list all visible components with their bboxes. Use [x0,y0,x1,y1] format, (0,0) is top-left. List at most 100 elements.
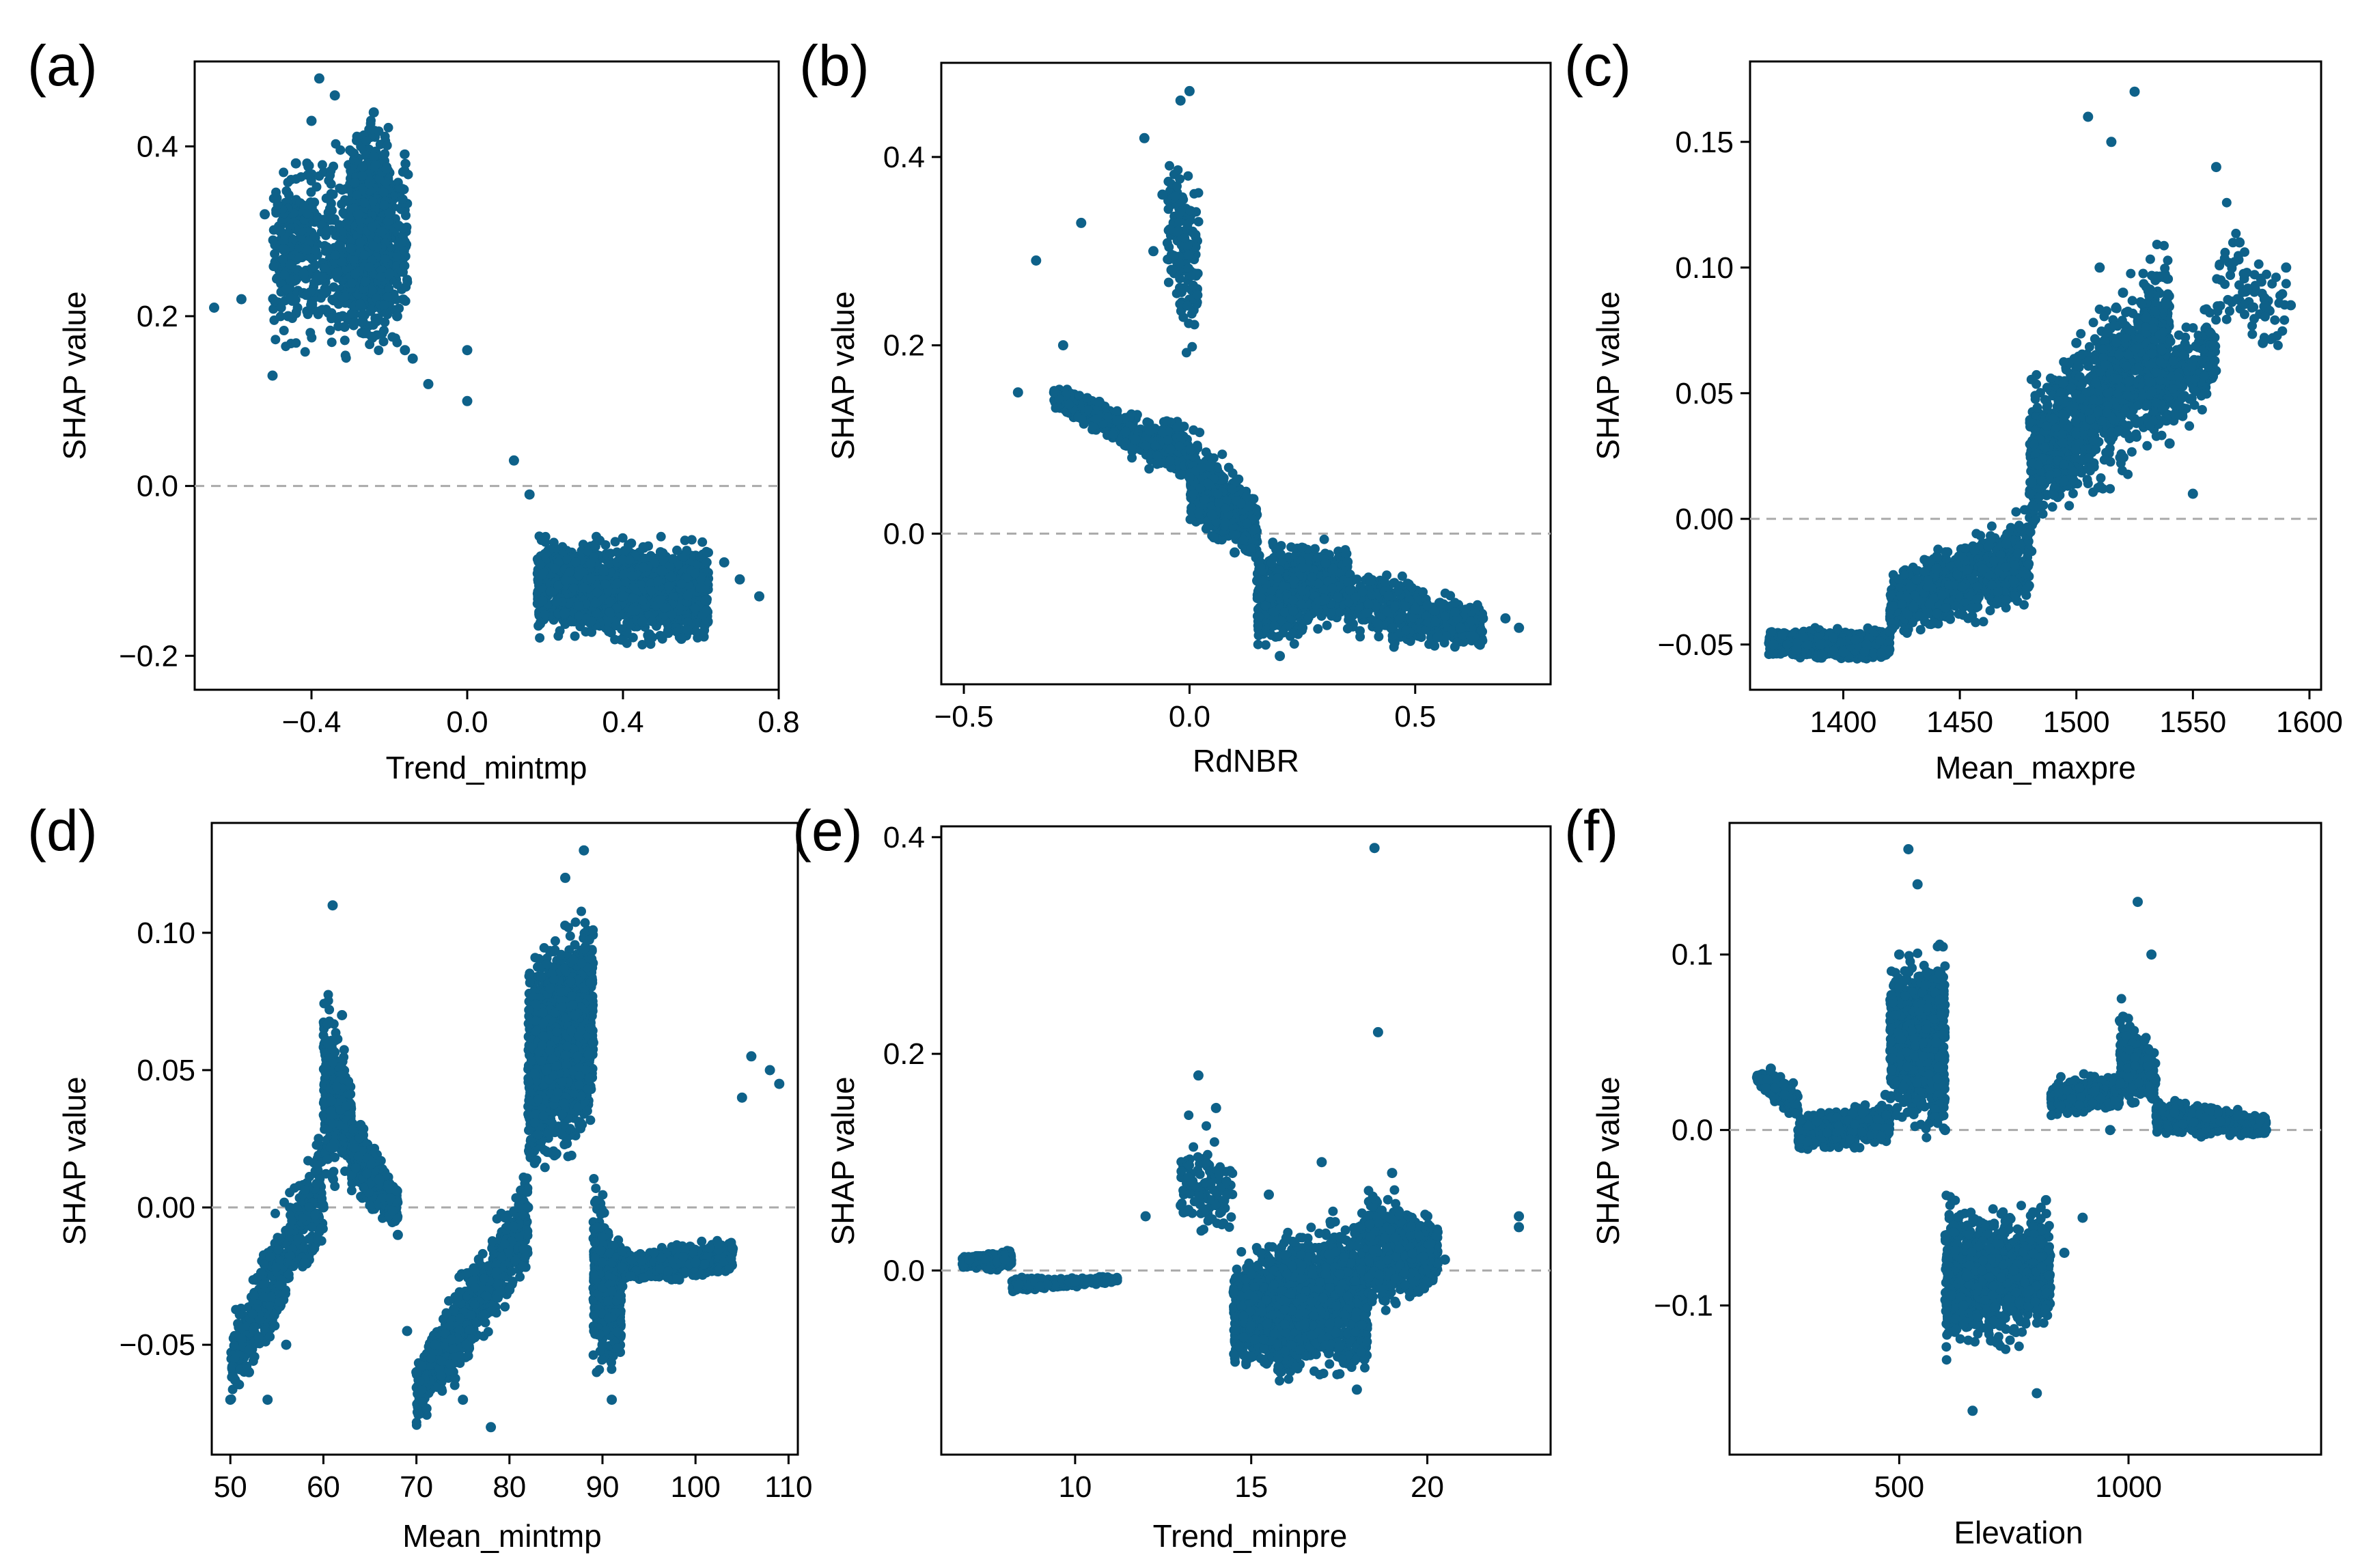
data-point [1169,251,1179,261]
data-point [291,174,301,184]
data-point [407,353,418,364]
data-point [676,579,686,589]
data-point [299,268,309,279]
data-point [384,208,394,219]
data-point [306,115,317,126]
data-point [327,337,337,348]
data-point [618,635,628,645]
data-point [1319,534,1329,544]
data-point [648,632,658,643]
data-point [1174,208,1184,219]
data-point [398,194,408,204]
data-point [570,631,580,641]
data-point [682,624,693,634]
data-point [664,581,674,591]
data-point [656,565,667,576]
data-point [364,262,374,272]
y-tick-label: 0.0 [137,470,178,503]
data-point [302,208,312,219]
data-point [345,243,356,253]
data-point [268,304,279,314]
data-point [1208,533,1219,543]
data-point [379,300,389,310]
data-point [398,167,408,177]
data-point [268,235,278,245]
data-point [352,209,363,220]
data-point [283,178,293,188]
data-point [1193,188,1204,198]
data-point [329,296,339,306]
data-point [347,278,357,288]
data-point [209,303,219,313]
panel-a-cluster-2 [532,531,714,649]
y-tick-label: 0.2 [137,300,178,333]
data-point [339,335,350,346]
data-point [1236,499,1246,509]
data-point [303,162,314,171]
data-point [524,489,535,500]
data-point [337,257,347,267]
data-point [290,158,301,169]
data-point [1245,501,1255,512]
data-point [1201,447,1211,458]
data-point [536,559,546,570]
data-point [337,185,347,195]
panel-b-cluster-0 [1049,384,1195,480]
data-point [1253,639,1263,649]
data-point [646,586,656,596]
data-point [590,598,600,608]
data-point [628,593,638,603]
data-point [400,261,410,271]
data-point [695,583,706,593]
data-point [1144,425,1154,436]
data-point [326,179,336,189]
data-point [1064,400,1074,410]
data-point [627,570,637,580]
data-point [690,568,700,578]
data-point [374,346,384,355]
data-point [1297,542,1307,552]
data-point [1092,414,1102,424]
data-point [374,126,384,137]
panel-a-ylabel: SHAP value [57,291,92,460]
data-point [1196,463,1206,473]
data-point [535,617,545,628]
data-point [314,73,324,84]
data-point [1187,341,1197,352]
data-point [1250,524,1260,535]
data-point [380,254,390,264]
data-point [294,253,305,263]
data-point [550,563,560,574]
data-point [267,370,278,381]
data-point [605,596,615,606]
data-point [1152,451,1163,461]
data-point [341,353,351,363]
data-point [384,268,395,279]
data-point [1212,489,1223,499]
data-point [1187,503,1197,513]
data-point [570,557,581,568]
data-point [605,607,615,617]
data-point [1184,250,1194,260]
data-point [286,294,296,304]
data-point [1199,494,1210,505]
data-point [355,238,365,248]
data-point [279,270,290,280]
data-point [1174,441,1184,451]
data-point [392,279,402,290]
data-point [309,278,319,288]
panel-a-frame [193,60,780,691]
data-point [682,591,693,601]
data-point [1141,440,1151,451]
data-point [380,317,390,327]
data-point [535,633,545,643]
data-point [462,345,473,356]
data-point [283,190,294,200]
panel-b: (b) −0.5 0.0 0.50.00.20.4 RdNBR SHAP value [799,33,1552,779]
data-point [668,554,678,564]
data-point [318,272,327,282]
data-point [598,565,609,576]
data-point [236,294,247,305]
data-point [1112,406,1122,416]
data-point [1165,445,1176,455]
